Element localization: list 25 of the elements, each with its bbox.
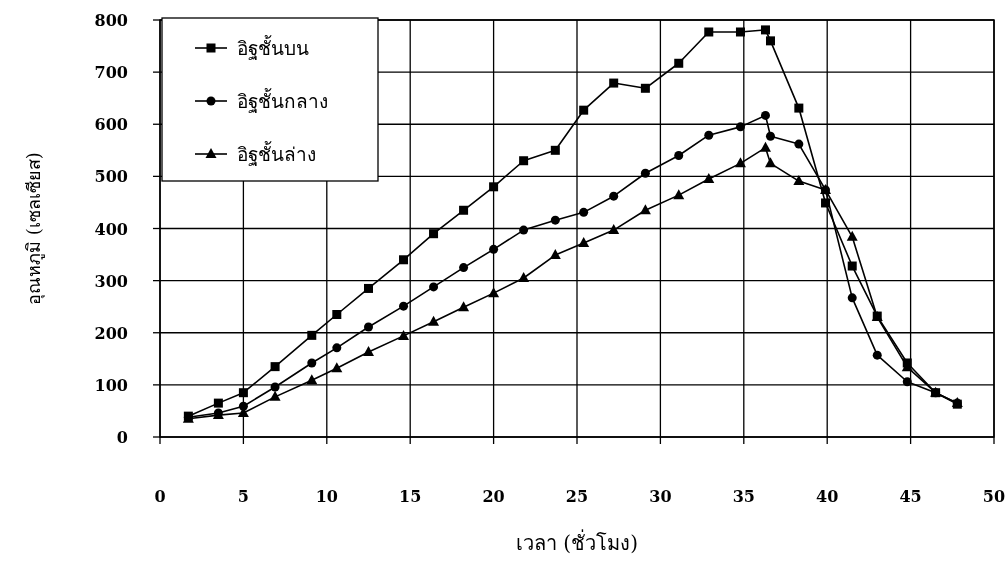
y-tick-label: 500: [94, 167, 128, 187]
y-tick-label: 700: [94, 63, 128, 83]
y-tick-label: 300: [94, 271, 128, 291]
y-tick-label: 0: [116, 428, 128, 447]
x-tick-label: 0: [154, 487, 166, 506]
x-tick-label: 35: [732, 487, 755, 506]
x-tick-label: 30: [649, 487, 672, 506]
x-tick-label: 50: [982, 487, 1006, 506]
legend-label: อิฐชั้นล่าง: [237, 141, 316, 166]
y-tick-label: 800: [94, 11, 128, 30]
x-tick-label: 20: [482, 487, 505, 506]
y-axis-title: อุณหภูมิ (เซลเซียส): [23, 152, 45, 305]
x-tick-label: 10: [315, 487, 338, 506]
x-tick-label: 45: [899, 487, 922, 506]
y-tick-label: 200: [94, 323, 128, 343]
x-axis-title: เวลา (ชั่วโมง): [516, 529, 638, 555]
x-tick-label: 5: [237, 487, 249, 506]
y-tick-label: 600: [94, 115, 128, 135]
legend-label: อิฐชั้นกลาง: [237, 88, 328, 113]
x-tick-label: 25: [565, 487, 589, 506]
y-tick-label: 400: [94, 219, 128, 239]
legend-label: อิฐชั้นบน: [237, 35, 309, 60]
x-tick-label: 15: [399, 487, 422, 506]
y-tick-label: 100: [94, 375, 128, 395]
x-tick-label: 40: [816, 487, 839, 506]
